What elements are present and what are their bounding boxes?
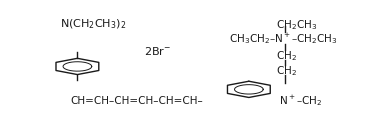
Text: CH$_3$CH$_2$–N$^+$–CH$_2$CH$_3$: CH$_3$CH$_2$–N$^+$–CH$_2$CH$_3$ — [228, 31, 338, 46]
Text: CH$_2$CH$_3$: CH$_2$CH$_3$ — [276, 18, 318, 31]
Text: N$^+$–CH$_2$: N$^+$–CH$_2$ — [279, 93, 322, 108]
Text: 2Br$^{-}$: 2Br$^{-}$ — [144, 45, 171, 57]
Text: CH$_2$: CH$_2$ — [276, 49, 297, 63]
Text: CH=CH–CH=CH–CH=CH–: CH=CH–CH=CH–CH=CH– — [70, 96, 203, 106]
Text: CH$_2$: CH$_2$ — [276, 64, 297, 78]
Text: N(CH$_2$CH$_3$)$_2$: N(CH$_2$CH$_3$)$_2$ — [60, 18, 126, 31]
